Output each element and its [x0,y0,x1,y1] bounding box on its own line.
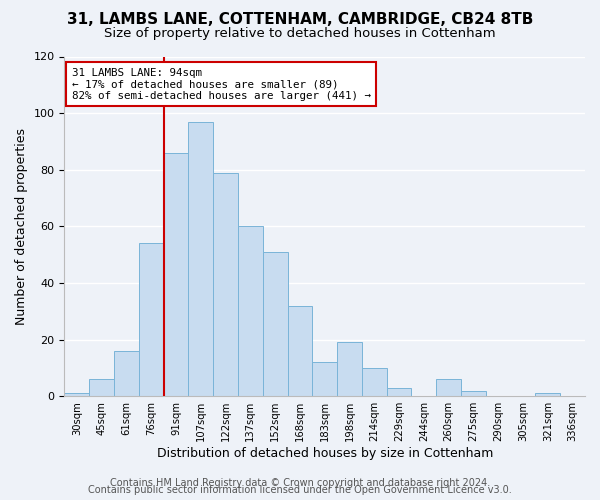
Text: 31, LAMBS LANE, COTTENHAM, CAMBRIDGE, CB24 8TB: 31, LAMBS LANE, COTTENHAM, CAMBRIDGE, CB… [67,12,533,28]
X-axis label: Distribution of detached houses by size in Cottenham: Distribution of detached houses by size … [157,447,493,460]
Bar [64,394,89,396]
Bar [287,306,313,396]
Bar [362,368,386,396]
Bar [188,122,213,396]
Bar [139,244,164,396]
Bar [89,379,114,396]
Y-axis label: Number of detached properties: Number of detached properties [15,128,28,325]
Bar [164,153,188,396]
Bar [436,379,461,396]
Bar [213,172,238,396]
Bar [313,362,337,396]
Bar [535,394,560,396]
Bar [263,252,287,396]
Bar [337,342,362,396]
Text: Size of property relative to detached houses in Cottenham: Size of property relative to detached ho… [104,28,496,40]
Bar [461,390,486,396]
Bar [114,351,139,396]
Bar [238,226,263,396]
Bar [386,388,412,396]
Text: Contains public sector information licensed under the Open Government Licence v3: Contains public sector information licen… [88,485,512,495]
Text: Contains HM Land Registry data © Crown copyright and database right 2024.: Contains HM Land Registry data © Crown c… [110,478,490,488]
Text: 31 LAMBS LANE: 94sqm
← 17% of detached houses are smaller (89)
82% of semi-detac: 31 LAMBS LANE: 94sqm ← 17% of detached h… [72,68,371,101]
